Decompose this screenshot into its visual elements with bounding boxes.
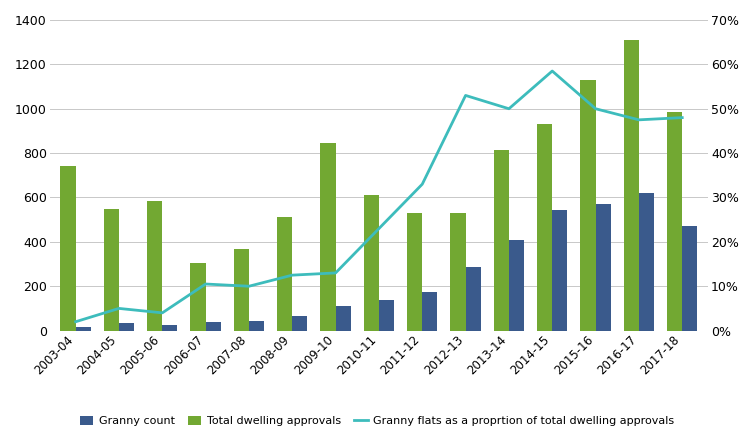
Bar (639, 193, 654, 330)
Bar (552, 210, 568, 330)
Granny flats as a proprtion of total dwelling approvals (331, 270, 340, 276)
Bar (494, 150, 509, 330)
Granny flats as a proprtion of total dwelling approvals (115, 306, 124, 311)
Granny flats as a proprtion of total dwelling approvals (288, 272, 297, 278)
Bar (277, 218, 293, 330)
Granny flats as a proprtion of total dwelling approvals (461, 93, 470, 98)
Bar (422, 292, 437, 330)
Bar (293, 316, 308, 330)
Bar (119, 323, 134, 330)
Granny flats as a proprtion of total dwelling approvals (591, 106, 600, 111)
Bar (407, 213, 422, 330)
Bar (450, 213, 465, 330)
Granny flats as a proprtion of total dwelling approvals (244, 283, 253, 289)
Bar (162, 325, 177, 330)
Granny flats as a proprtion of total dwelling approvals (201, 281, 210, 286)
Bar (624, 40, 639, 330)
Bar (682, 226, 697, 330)
Bar (336, 306, 351, 330)
Granny flats as a proprtion of total dwelling approvals (418, 181, 427, 187)
Granny flats as a proprtion of total dwelling approvals (375, 226, 384, 231)
Bar (249, 320, 264, 330)
Line: Granny flats as a proprtion of total dwelling approvals: Granny flats as a proprtion of total dwe… (75, 71, 682, 322)
Bar (581, 80, 596, 330)
Bar (509, 240, 524, 330)
Bar (234, 249, 249, 330)
Bar (104, 208, 119, 330)
Bar (75, 327, 90, 330)
Bar (537, 124, 552, 330)
Granny flats as a proprtion of total dwelling approvals (71, 319, 80, 324)
Bar (60, 167, 75, 330)
Legend: Granny count, Total dwelling approvals, Granny flats as a proprtion of total dwe: Granny count, Total dwelling approvals, … (75, 411, 679, 430)
Bar (147, 201, 162, 330)
Bar (465, 267, 481, 330)
Granny flats as a proprtion of total dwelling approvals (547, 68, 556, 74)
Bar (596, 204, 611, 330)
Bar (206, 322, 221, 330)
Granny flats as a proprtion of total dwelling approvals (634, 117, 643, 123)
Granny flats as a proprtion of total dwelling approvals (678, 115, 687, 120)
Bar (363, 195, 379, 330)
Bar (191, 263, 206, 330)
Bar (379, 300, 394, 330)
Granny flats as a proprtion of total dwelling approvals (158, 310, 167, 316)
Bar (667, 112, 682, 330)
Bar (320, 143, 336, 330)
Granny flats as a proprtion of total dwelling approvals (504, 106, 513, 111)
